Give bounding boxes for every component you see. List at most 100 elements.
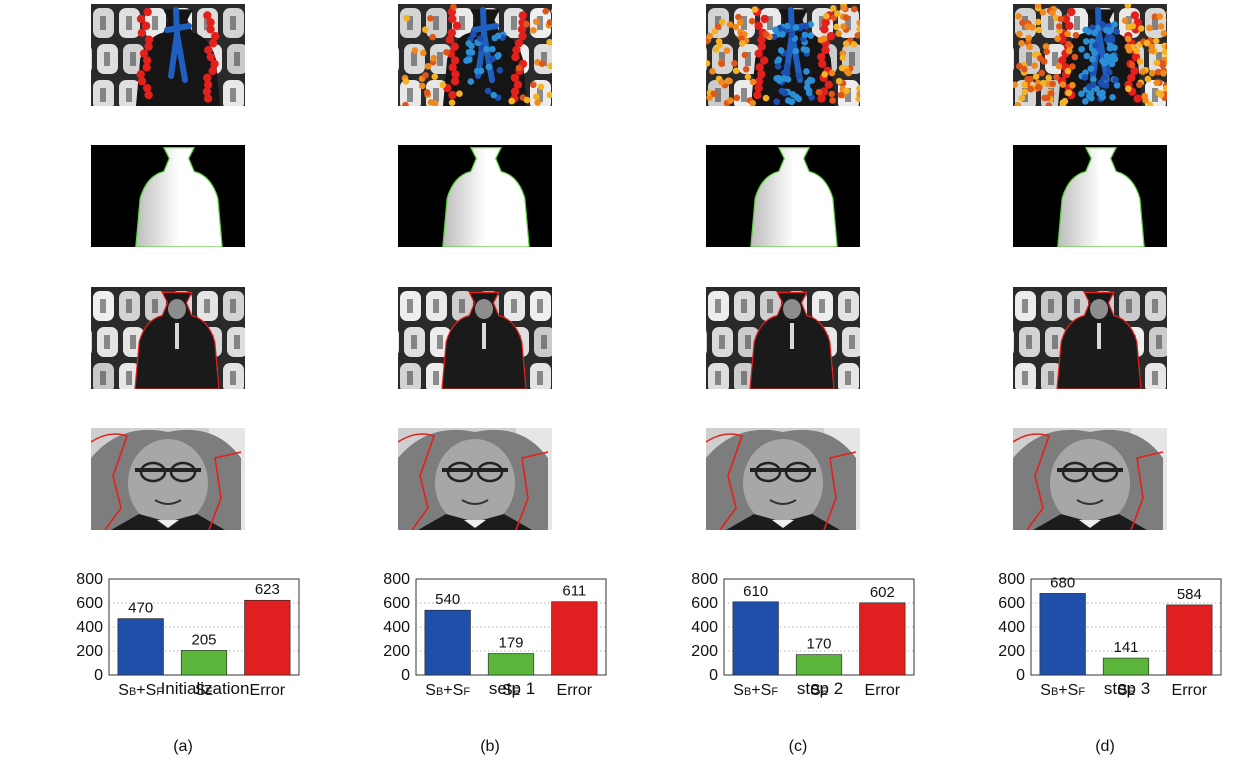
x-tick-label: SE — [1117, 682, 1135, 699]
x-tick-label: SB+SF — [118, 682, 163, 699]
chart-title: Initialization — [160, 679, 250, 698]
x-tick-label: Error — [557, 682, 593, 699]
image-cell — [398, 4, 552, 106]
chart-title: setp 1 — [488, 679, 536, 698]
panel-column-2: 0 200 400 600 800 610 SB+SF 170 SE 602 Error step 2… — [668, 0, 928, 768]
sampled-points-image — [1013, 4, 1167, 106]
bar-2 — [551, 601, 598, 676]
image-cell — [91, 4, 245, 106]
data-label: 623 — [255, 581, 280, 598]
x-tick-label: SB+SF — [425, 682, 470, 699]
y-tick-label: 800 — [383, 571, 410, 588]
y-tick-label: 200 — [691, 643, 718, 660]
alpha-matte-image — [1013, 145, 1167, 247]
bar-2 — [1166, 604, 1213, 676]
data-label: 170 — [806, 636, 831, 653]
image-cell — [1013, 145, 1167, 247]
panel-column-3: 0 200 400 600 800 680 SB+SF 141 SE 584 Error step 3… — [975, 0, 1235, 768]
image-cell — [91, 145, 245, 247]
zoomed-boundary-image — [398, 428, 552, 530]
y-tick-label: 200 — [998, 643, 1025, 660]
data-label: 584 — [1177, 586, 1202, 603]
bar-2 — [859, 602, 906, 676]
chart-container: 0 200 400 600 800 470 SB+SF 205 SE 623 Error — [53, 562, 313, 712]
y-tick-label: 0 — [94, 667, 103, 684]
alpha-matte-image — [398, 145, 552, 247]
y-tick-label: 800 — [998, 571, 1025, 588]
bar-0 — [1039, 593, 1086, 676]
bar-1 — [487, 653, 535, 676]
bar-2 — [244, 599, 291, 676]
chart-title: step 3 — [1103, 679, 1151, 698]
bar-chart: 0 200 400 600 800 540 SB+SF 179 SE 611 Error — [383, 571, 607, 699]
y-tick-label: 800 — [76, 571, 103, 588]
image-cell — [706, 145, 860, 247]
data-label: 680 — [1050, 574, 1075, 591]
y-tick-label: 200 — [76, 643, 103, 660]
image-cell — [398, 428, 552, 530]
zoomed-boundary-image — [91, 428, 245, 530]
y-tick-label: 600 — [76, 595, 103, 612]
bar-1 — [795, 654, 843, 676]
panel-column-1: 0 200 400 600 800 540 SB+SF 179 SE 611 Error setp 1… — [360, 0, 620, 768]
data-label: 611 — [562, 583, 586, 600]
data-label: 205 — [191, 631, 216, 648]
image-cell — [91, 287, 245, 389]
image-cell — [706, 428, 860, 530]
chart-container: 0 200 400 600 800 540 SB+SF 179 SE 611 Error — [360, 562, 620, 712]
bar-0 — [424, 609, 471, 676]
y-tick-label: 400 — [383, 619, 410, 636]
x-tick-label: SE — [502, 682, 520, 699]
zoomed-boundary-image — [1013, 428, 1167, 530]
y-tick-label: 600 — [383, 595, 410, 612]
data-label: 179 — [498, 635, 523, 652]
alpha-matte-image — [91, 145, 245, 247]
x-tick-label: SB+SF — [1040, 682, 1085, 699]
image-cell — [1013, 428, 1167, 530]
x-tick-label: SE — [810, 682, 828, 699]
bar-chart: 0 200 400 600 800 470 SB+SF 205 SE 623 Error — [76, 571, 300, 699]
y-tick-label: 800 — [691, 571, 718, 588]
image-cell — [398, 287, 552, 389]
x-tick-label: SB+SF — [733, 682, 778, 699]
sampled-points-image — [91, 4, 245, 106]
zoomed-boundary-image — [706, 428, 860, 530]
y-tick-label: 0 — [1016, 667, 1025, 684]
y-tick-label: 0 — [709, 667, 718, 684]
panel-column-0: 0 200 400 600 800 470 SB+SF 205 SE 623 Error Initia… — [53, 0, 313, 768]
data-label: 602 — [870, 584, 895, 601]
y-tick-label: 600 — [691, 595, 718, 612]
chart-container: 0 200 400 600 800 680 SB+SF 141 SE 584 Error — [975, 562, 1235, 712]
x-tick-label: SE — [195, 682, 213, 699]
chart-container: 0 200 400 600 800 610 SB+SF 170 SE 602 Error — [668, 562, 928, 712]
subfigure-label: (b) — [480, 738, 500, 755]
y-tick-label: 600 — [998, 595, 1025, 612]
image-cell — [706, 287, 860, 389]
segmentation-result-image — [706, 287, 860, 389]
image-cell — [1013, 287, 1167, 389]
image-cell — [91, 428, 245, 530]
alpha-matte-image — [706, 145, 860, 247]
segmentation-result-image — [91, 287, 245, 389]
data-label: 141 — [1113, 639, 1138, 656]
x-tick-label: Error — [250, 682, 286, 699]
bar-0 — [117, 618, 164, 676]
image-cell — [706, 4, 860, 106]
image-cell — [1013, 4, 1167, 106]
bar-chart: 0 200 400 600 800 680 SB+SF 141 SE 584 Error — [998, 571, 1222, 699]
data-label: 470 — [128, 600, 153, 617]
y-tick-label: 200 — [383, 643, 410, 660]
x-tick-label: Error — [865, 682, 901, 699]
subfigure-label: (a) — [173, 738, 193, 755]
bar-chart: 0 200 400 600 800 610 SB+SF 170 SE 602 Error — [691, 571, 915, 699]
bar-0 — [732, 601, 779, 676]
data-label: 540 — [435, 591, 460, 608]
x-tick-label: Error — [1172, 682, 1208, 699]
y-tick-label: 400 — [998, 619, 1025, 636]
segmentation-result-image — [1013, 287, 1167, 389]
image-cell — [398, 145, 552, 247]
segmentation-result-image — [398, 287, 552, 389]
sampled-points-image — [398, 4, 552, 106]
y-tick-label: 400 — [691, 619, 718, 636]
y-tick-label: 400 — [76, 619, 103, 636]
